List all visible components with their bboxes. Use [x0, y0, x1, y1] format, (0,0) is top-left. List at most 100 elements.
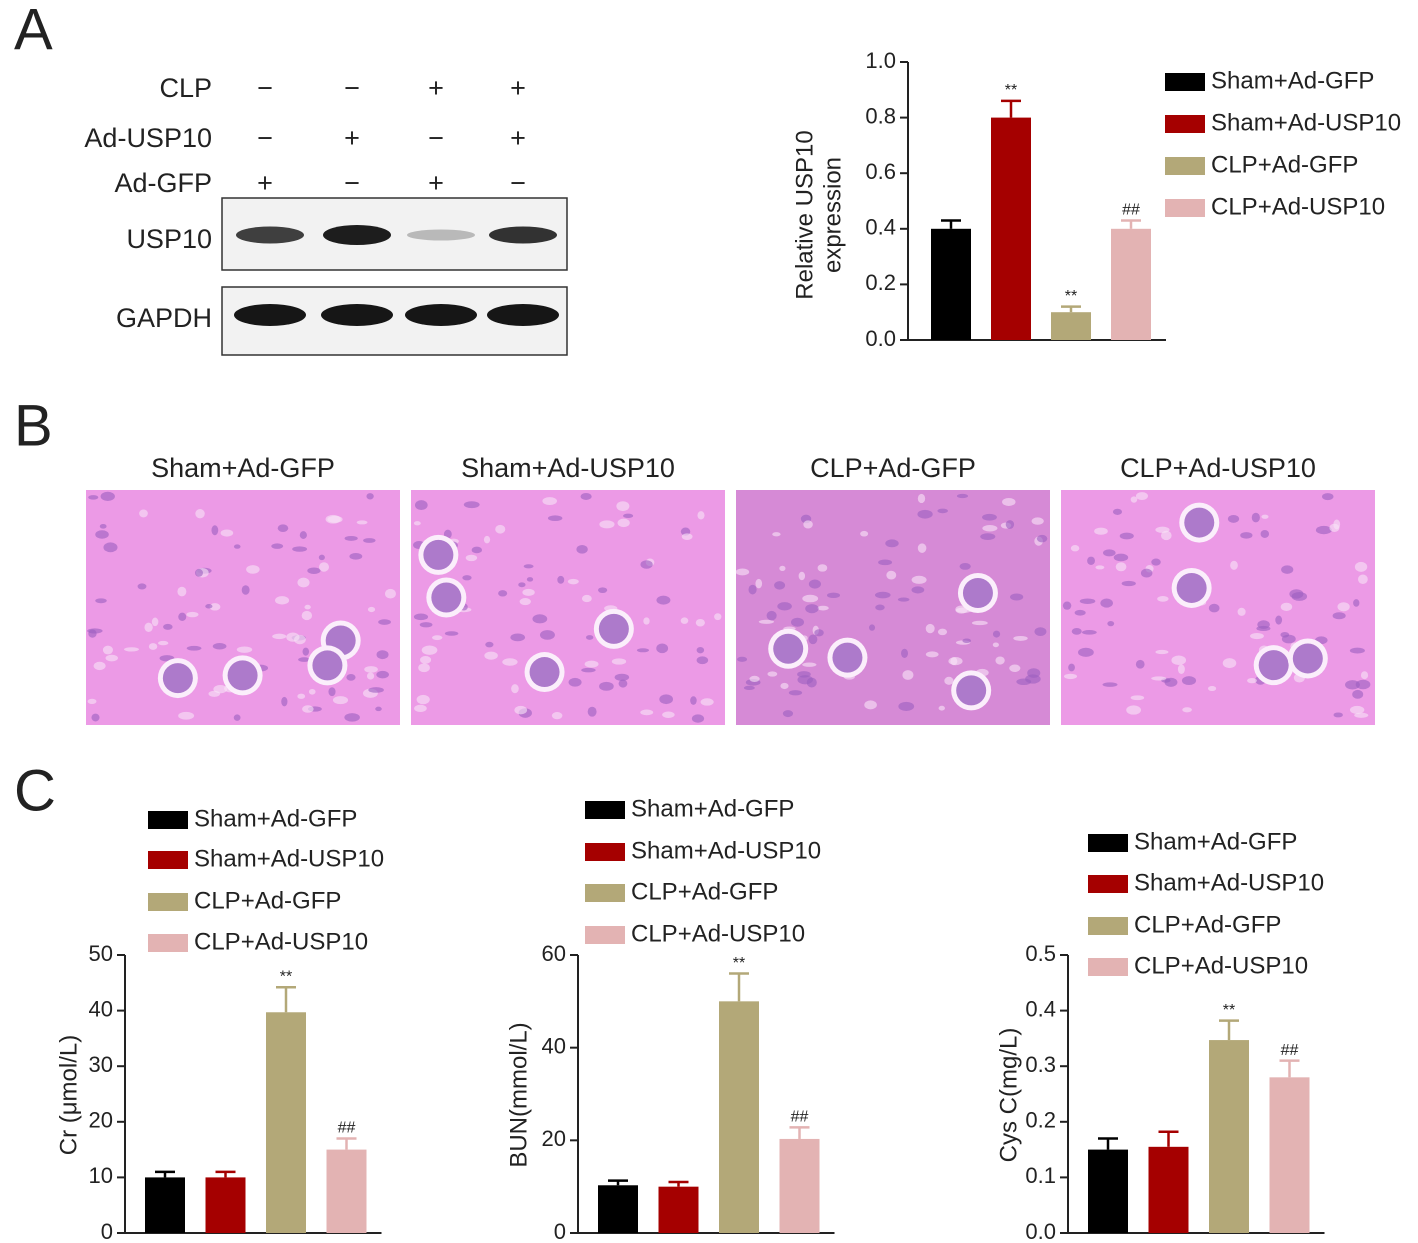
- tubule: [177, 586, 187, 597]
- tubule: [346, 674, 356, 681]
- tubule: [205, 604, 213, 609]
- significance: ##: [338, 1120, 356, 1137]
- legend-label: Sham+Ad-USP10: [631, 837, 821, 864]
- y-tick-label: 0.8: [865, 103, 896, 128]
- tubule: [385, 588, 396, 599]
- y-tick-label: 0.6: [865, 159, 896, 184]
- tubule: [1261, 514, 1269, 519]
- tubule: [797, 671, 811, 678]
- tubule: [611, 658, 627, 665]
- tubule: [616, 501, 630, 512]
- legend-label: Sham+Ad-USP10: [1134, 869, 1324, 896]
- tubule: [1322, 493, 1334, 501]
- legend-label: CLP+Ad-GFP: [631, 878, 778, 905]
- tubule: [275, 596, 290, 605]
- tubule: [1005, 520, 1015, 529]
- tubule: [1227, 515, 1240, 523]
- bar: [1148, 1146, 1189, 1233]
- tubule: [1315, 525, 1332, 535]
- tubule: [236, 646, 253, 653]
- tubule: [413, 613, 429, 621]
- tubule: [318, 554, 325, 561]
- legend-swatch: [1088, 958, 1128, 976]
- y-tick-label: 1.0: [865, 48, 896, 73]
- tubule: [344, 535, 358, 541]
- tubule: [514, 705, 528, 715]
- tubule: [585, 635, 594, 640]
- tubule: [937, 628, 948, 636]
- tubule: [860, 530, 869, 537]
- y-tick-label: 20: [542, 1126, 566, 1151]
- tubule: [1151, 676, 1167, 681]
- tubule: [1115, 562, 1127, 572]
- tubule: [1036, 534, 1048, 543]
- tubule: [484, 651, 498, 660]
- tubule: [522, 588, 535, 596]
- tubule: [1171, 655, 1187, 665]
- tubule: [246, 565, 260, 574]
- tubule: [366, 672, 375, 680]
- tubule: [297, 577, 310, 588]
- condition-sign: −: [428, 123, 444, 153]
- tubule: [302, 647, 310, 656]
- tubule: [1010, 593, 1024, 601]
- bar: [266, 1012, 306, 1233]
- tubule: [1126, 705, 1142, 715]
- glomerulus: [529, 657, 560, 688]
- tubule: [298, 657, 311, 662]
- bar: [931, 228, 971, 340]
- tubule: [1354, 561, 1368, 572]
- panel-letter: A: [14, 0, 53, 62]
- tubule: [1016, 678, 1032, 686]
- legend-swatch: [1165, 157, 1205, 175]
- tubule: [124, 647, 139, 652]
- tubule: [551, 711, 563, 720]
- tubule: [643, 617, 650, 625]
- tubule: [662, 711, 675, 718]
- tubule: [1250, 633, 1264, 640]
- y-tick-label: 0.0: [865, 326, 896, 351]
- legend-label: CLP+Ad-USP10: [631, 920, 805, 947]
- tubule: [864, 700, 877, 710]
- tubule: [576, 545, 588, 554]
- tubule: [1247, 678, 1257, 684]
- condition-sign: −: [510, 168, 526, 198]
- tubule: [1207, 686, 1217, 692]
- tubule: [599, 681, 614, 691]
- tubule: [271, 543, 284, 549]
- glomerulus: [1176, 572, 1207, 603]
- y-tick-label: 0.5: [1025, 941, 1056, 966]
- tubule: [1358, 574, 1368, 584]
- tubule: [304, 604, 311, 610]
- tubule: [911, 575, 927, 584]
- tubule: [567, 578, 579, 585]
- tubule: [878, 559, 893, 566]
- tubule: [532, 614, 548, 624]
- legend-swatch: [148, 811, 188, 829]
- tubule: [869, 624, 876, 631]
- y-tick-label: 30: [89, 1052, 113, 1077]
- tubule: [158, 640, 169, 646]
- tubule: [959, 563, 971, 570]
- legend-label: Sham+Ad-USP10: [194, 845, 384, 872]
- tubule: [802, 662, 817, 667]
- tubule: [366, 493, 374, 500]
- blot-band: [236, 226, 304, 244]
- tubule: [318, 562, 329, 572]
- tubule: [413, 521, 421, 526]
- tubule: [803, 520, 813, 529]
- tubule: [421, 645, 438, 655]
- tubule: [875, 604, 885, 611]
- tubule: [1333, 712, 1343, 718]
- y-tick-label: 60: [542, 941, 566, 966]
- tubule: [581, 594, 592, 603]
- tubule: [902, 670, 914, 680]
- glomerulus: [1258, 650, 1289, 681]
- tubule: [91, 713, 100, 722]
- tubule: [297, 693, 306, 699]
- tubule: [737, 656, 748, 662]
- tubule: [178, 612, 187, 621]
- tubule: [1177, 664, 1185, 674]
- tubule: [349, 553, 363, 560]
- tubule: [463, 501, 480, 509]
